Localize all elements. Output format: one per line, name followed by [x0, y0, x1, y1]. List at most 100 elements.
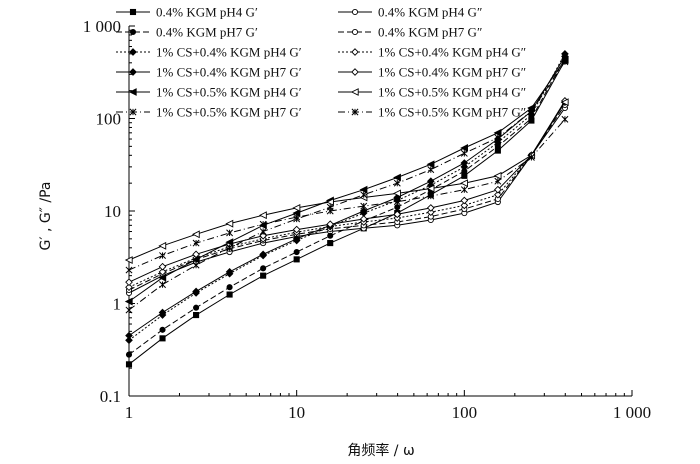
- data-point: [259, 250, 267, 259]
- data-point: [225, 267, 234, 276]
- data-point: [124, 256, 133, 264]
- data-point: [192, 239, 200, 247]
- legend-label: 1% CS+0.5% KGM pH4 G′: [156, 85, 302, 100]
- data-point: [393, 173, 401, 182]
- y-axis-title: G′ , G″ /Pa: [38, 181, 54, 250]
- data-point: [494, 185, 502, 194]
- data-point: [125, 351, 133, 358]
- y-tick-label: 100: [96, 110, 122, 129]
- legend-label: 1% CS+0.5% KGM pH7 G′: [156, 105, 302, 120]
- data-point: [360, 191, 368, 199]
- data-point: [326, 207, 334, 215]
- data-point: [560, 98, 569, 107]
- legend-label: 1% CS+0.5% KGM pH4 G″: [378, 85, 526, 100]
- series-line: [128, 60, 566, 365]
- legend-label: 0.4% KGM pH7 G′: [156, 25, 258, 40]
- data-point: [192, 287, 200, 296]
- series-12: [125, 115, 569, 274]
- data-point: [460, 149, 468, 157]
- data-point: [193, 304, 200, 311]
- data-point: [125, 283, 133, 292]
- data-point: [293, 256, 300, 263]
- series-line: [128, 118, 566, 271]
- series-8: [125, 97, 569, 287]
- data-point: [494, 190, 502, 199]
- legend-item: 0.4% KGM pH7 G′: [116, 25, 258, 40]
- data-point: [493, 128, 502, 137]
- data-point: [125, 336, 133, 345]
- data-point: [460, 196, 469, 205]
- legend-item: 1% CS+0.4% KGM pH4 G′: [116, 45, 302, 60]
- series-10: [124, 98, 569, 264]
- data-point: [359, 185, 368, 194]
- data-point: [125, 306, 133, 314]
- data-point: [124, 297, 133, 306]
- data-point: [426, 204, 435, 212]
- series-line: [128, 57, 566, 356]
- data-point: [226, 284, 233, 291]
- legend-marker: [351, 28, 359, 36]
- data-point: [394, 204, 401, 211]
- data-point: [426, 208, 435, 217]
- data-point: [326, 220, 335, 229]
- data-point: [226, 229, 234, 237]
- data-point: [460, 159, 469, 167]
- legend-marker: [350, 88, 359, 96]
- data-point: [292, 225, 301, 234]
- legend-label: 0.4% KGM pH4 G″: [378, 5, 482, 20]
- data-point: [426, 177, 435, 186]
- data-point: [292, 203, 301, 212]
- data-point: [494, 134, 502, 142]
- x-tick-label: 1: [125, 403, 134, 422]
- legend-item: 1% CS+0.5% KGM pH4 G′: [116, 85, 302, 100]
- data-point: [259, 228, 267, 235]
- data-point: [193, 312, 200, 319]
- series-line: [128, 101, 566, 261]
- data-point: [159, 281, 166, 289]
- legend-marker: [129, 28, 137, 36]
- data-point: [158, 273, 167, 282]
- data-point: [226, 244, 234, 252]
- legend-item: 1% CS+0.5% KGM pH7 G″: [338, 105, 526, 120]
- data-point: [327, 232, 334, 239]
- data-point: [158, 267, 167, 276]
- legend-marker: [129, 108, 137, 116]
- data-point: [460, 144, 468, 152]
- data-point: [260, 265, 267, 272]
- data-point: [359, 215, 368, 223]
- data-point: [225, 238, 234, 247]
- series-line: [128, 59, 566, 302]
- data-point: [292, 235, 301, 243]
- legend-item: 1% CS+0.5% KGM pH7 G′: [116, 105, 302, 120]
- data-point: [393, 189, 401, 198]
- series-layer: [124, 50, 569, 368]
- legend-marker: [129, 8, 137, 16]
- data-point: [125, 266, 133, 274]
- y-tick-label: 1 000: [83, 17, 121, 36]
- legend-marker: [351, 48, 359, 56]
- data-point: [226, 291, 233, 298]
- x-tick-label: 1 000: [613, 403, 651, 422]
- legend-label: 1% CS+0.5% KGM pH7 G″: [378, 105, 526, 120]
- data-point: [159, 335, 166, 342]
- legend-marker: [351, 8, 359, 16]
- legend-label: 0.4% KGM pH4 G′: [156, 5, 258, 20]
- data-point: [494, 177, 502, 185]
- legend-label: 1% CS+0.4% KGM pH7 G′: [156, 65, 302, 80]
- series-line: [128, 61, 566, 311]
- data-point: [393, 210, 402, 219]
- legend-label: 1% CS+0.4% KGM pH7 G″: [378, 65, 526, 80]
- data-point: [293, 248, 300, 256]
- series-line: [128, 56, 566, 337]
- data-point: [293, 213, 301, 221]
- data-point: [158, 262, 167, 271]
- data-point: [125, 331, 133, 340]
- legend-item: 1% CS+0.5% KGM pH4 G″: [338, 85, 526, 100]
- x-tick-label: 100: [452, 403, 478, 422]
- data-point: [460, 179, 468, 188]
- legend-label: 1% CS+0.4% KGM pH4 G′: [156, 45, 302, 60]
- x-axis-title: 角频率 / ω: [347, 442, 414, 459]
- data-point: [360, 202, 368, 210]
- data-point: [427, 166, 435, 174]
